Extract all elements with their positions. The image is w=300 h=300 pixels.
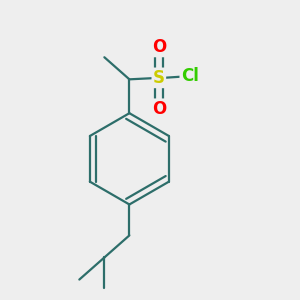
Text: O: O bbox=[152, 100, 166, 118]
Text: S: S bbox=[153, 69, 165, 87]
Text: O: O bbox=[152, 38, 166, 56]
Text: Cl: Cl bbox=[181, 68, 199, 85]
